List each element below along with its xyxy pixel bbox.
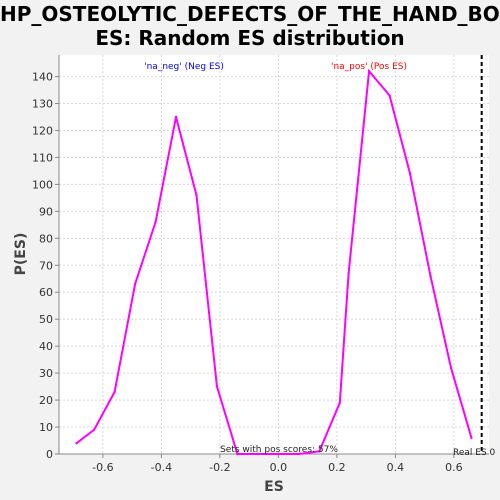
y-tick-label: 20 — [39, 394, 53, 407]
data-point — [154, 220, 157, 224]
x-tick-label: 0.4 — [387, 461, 405, 474]
data-point — [347, 272, 350, 275]
y-tick-label: 30 — [39, 367, 53, 380]
data-point — [256, 452, 260, 456]
real-es-label: Real ES 0 — [453, 448, 496, 458]
y-tick-label: 80 — [39, 232, 53, 245]
data-point — [367, 69, 371, 73]
chart-title: HP_OSTEOLYTIC_DEFECTS_OF_THE_HAND_BON ES… — [0, 2, 500, 50]
data-point — [92, 428, 96, 431]
data-point — [297, 452, 301, 456]
x-tick-label: 0.0 — [270, 461, 288, 474]
data-point — [236, 452, 239, 456]
x-tick-label: 0.6 — [445, 461, 463, 474]
y-tick-label: 90 — [39, 205, 53, 218]
x-axis-ticks: -0.6 -0.4 -0.2 0.0 0.2 0.4 0.6 — [92, 454, 463, 474]
neg-es-label: 'na_neg' (Neg ES) — [144, 62, 224, 72]
y-axis-ticks: 0 10 20 30 40 50 60 70 80 90 100 110 120 130 140 — [32, 71, 59, 461]
y-tick-label: 10 — [39, 421, 53, 434]
data-point — [318, 450, 321, 453]
series-group — [75, 68, 473, 456]
x-tick-label: -0.4 — [151, 461, 172, 474]
y-tick-label: 120 — [32, 124, 53, 137]
x-tick-label: 0.2 — [328, 461, 346, 474]
chart-title-line-1: HP_OSTEOLYTIC_DEFECTS_OF_THE_HAND_BON — [0, 2, 500, 26]
y-tick-label: 110 — [32, 151, 53, 164]
data-point — [449, 366, 453, 369]
data-point — [338, 401, 342, 404]
data-point — [277, 452, 280, 456]
y-tick-label: 70 — [39, 259, 53, 272]
y-tick-label: 130 — [32, 98, 53, 111]
x-tick-label: -0.2 — [209, 461, 230, 474]
x-tick-label: -0.6 — [92, 461, 113, 474]
y-tick-label: 40 — [39, 340, 53, 353]
data-point — [174, 115, 178, 119]
data-point — [195, 193, 198, 197]
data-point — [429, 274, 432, 278]
chart-title-line-2: ES: Random ES distribution — [95, 26, 405, 50]
y-tick-label: 100 — [32, 178, 53, 191]
y-tick-label: 50 — [39, 313, 53, 326]
data-point — [388, 94, 391, 97]
x-axis-title: ES — [264, 479, 284, 495]
grid — [59, 55, 489, 455]
y-tick-label: 60 — [39, 286, 53, 299]
pos-es-label: 'na_pos' (Pos ES) — [331, 62, 407, 72]
y-tick-label: 140 — [32, 71, 53, 84]
y-tick-label: 0 — [46, 448, 53, 461]
data-point — [215, 385, 219, 388]
data-point — [133, 282, 137, 286]
plot-area — [59, 55, 489, 454]
y-axis-title: P(ES) — [13, 233, 29, 276]
sets-with-pos-scores: Sets with pos scores: 57% — [220, 445, 338, 455]
data-point — [408, 172, 412, 175]
data-point — [113, 390, 116, 394]
data-point — [75, 442, 78, 445]
data-point — [470, 436, 473, 440]
